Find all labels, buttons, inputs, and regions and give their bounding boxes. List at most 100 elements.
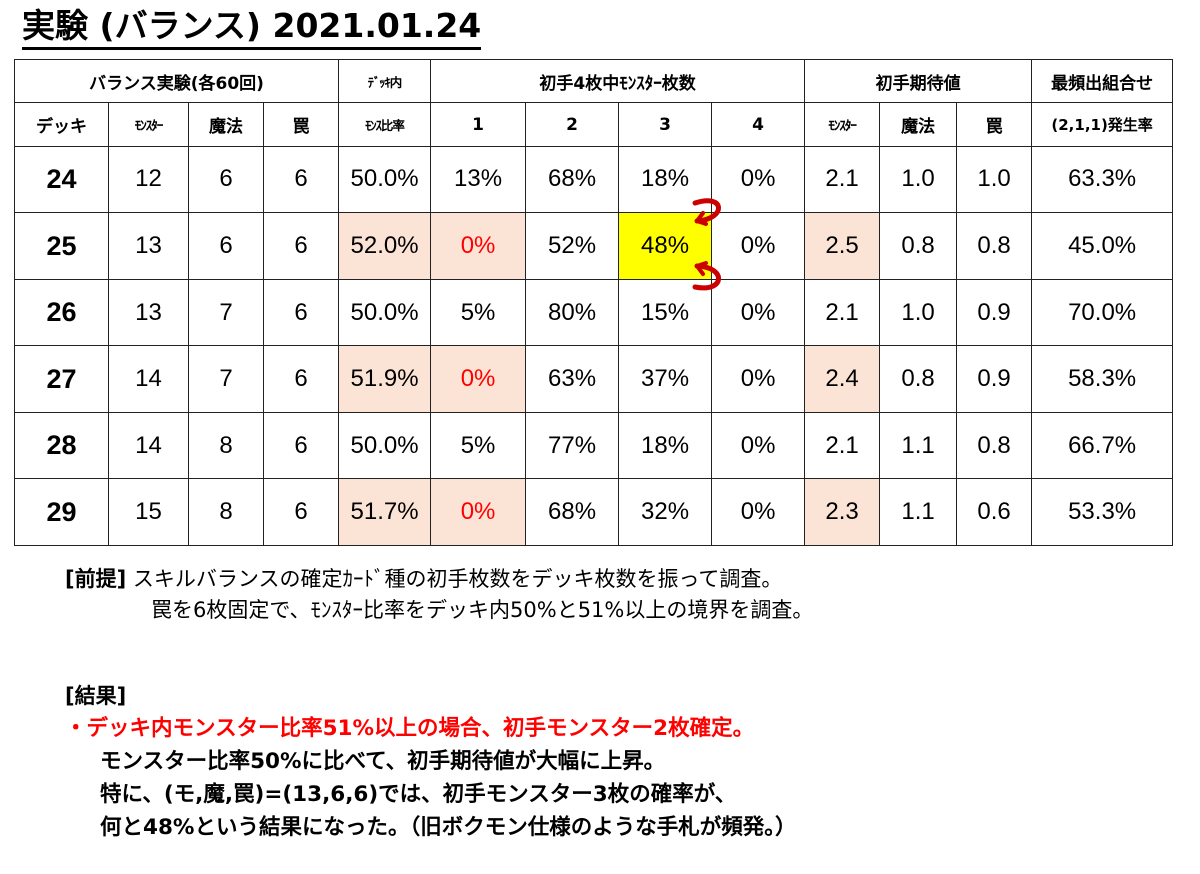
cell-expect-monster-highlight: 2.3 — [804, 478, 881, 546]
cell-magic: 6 — [188, 212, 264, 280]
cell-count-2: 63% — [525, 345, 620, 413]
cell-expect-trap: 1.0 — [956, 145, 1033, 214]
cell-count-3: 18% — [618, 145, 713, 214]
header-magic: 魔法 — [188, 102, 264, 147]
cell-deck: 26 — [14, 278, 109, 347]
cell-trap: 6 — [262, 212, 340, 280]
cell-monster: 14 — [108, 345, 189, 413]
cell-magic: 8 — [188, 411, 264, 480]
cell-monster: 13 — [108, 212, 189, 280]
header-row-1: バランス実験(各60回) ﾃﾞｯｷ内 初手4枚中ﾓﾝｽﾀｰ枚数 初手期待値 最頻… — [13, 58, 1174, 104]
cell-expect-magic: 1.1 — [879, 478, 958, 546]
cell-count-2: 52% — [525, 212, 620, 280]
cell-expect-monster-highlight: 2.5 — [804, 212, 881, 280]
result-line-1: ・デッキ内モンスター比率51%以上の場合、初手モンスター2枚確定。 — [65, 716, 755, 741]
premise-text-2: 罠を6枚固定で、ﾓﾝｽﾀｰ比率をデッキ内50%と51%以上の境界を調査。 — [151, 598, 814, 622]
cell-magic: 8 — [188, 478, 264, 546]
cell-expect-magic: 0.8 — [879, 212, 958, 280]
premise-text-1: スキルバランスの確定ｶｰﾄﾞ種の初手枚数をデッキ枚数を振って調査。 — [126, 567, 783, 591]
cell-freq: 63.3% — [1031, 145, 1174, 214]
cell-magic: 6 — [188, 145, 264, 214]
cell-freq: 58.3% — [1031, 345, 1174, 413]
cell-expect-monster: 2.1 — [804, 278, 881, 347]
premise-block: [前提] スキルバランスの確定ｶｰﾄﾞ種の初手枚数をデッキ枚数を振って調査。 罠… — [65, 564, 813, 626]
header-expect-group: 初手期待値 — [804, 58, 1033, 104]
header-freq-top: 最頻出組合せ — [1031, 58, 1174, 104]
cell-expect-magic: 1.0 — [879, 278, 958, 347]
header-trap: 罠 — [262, 102, 340, 147]
cell-trap: 6 — [262, 145, 340, 214]
cell-monster: 14 — [108, 411, 189, 480]
cell-ratio: 50.0% — [338, 278, 432, 347]
results-table: バランス実験(各60回) ﾃﾞｯｷ内 初手4枚中ﾓﾝｽﾀｰ枚数 初手期待値 最頻… — [13, 58, 1174, 546]
cell-count-3: 37% — [618, 345, 713, 413]
result-block: ・デッキ内モンスター比率51%以上の場合、初手モンスター2枚確定。 モンスター比… — [65, 712, 796, 844]
cell-freq: 45.0% — [1031, 212, 1174, 280]
cell-count-1: 5% — [430, 411, 527, 480]
cell-count-3: 32% — [618, 478, 713, 546]
header-freq-bottom: (2,1,1)発生率 — [1031, 102, 1174, 147]
page-title: 実験 (バランス) 2021.01.24 — [22, 6, 482, 50]
cell-expect-magic: 1.0 — [879, 145, 958, 214]
header-count-1: 1 — [430, 102, 527, 147]
cell-expect-monster: 2.1 — [804, 145, 881, 214]
header-expect-magic: 魔法 — [879, 102, 958, 147]
cell-deck: 29 — [14, 478, 109, 546]
header-ratio-top: ﾃﾞｯｷ内 — [338, 58, 432, 104]
cell-deck: 28 — [14, 411, 109, 480]
cell-count-3: 18% — [618, 411, 713, 480]
cell-count-3: 15% — [618, 278, 713, 347]
header-count-2: 2 — [525, 102, 620, 147]
cell-freq: 70.0% — [1031, 278, 1174, 347]
cell-monster: 13 — [108, 278, 189, 347]
cell-expect-trap: 0.9 — [956, 278, 1033, 347]
arrowhead-top-icon — [695, 211, 709, 227]
cell-count-4: 0% — [711, 278, 806, 347]
cell-count-4: 0% — [711, 145, 806, 214]
result-line-2: モンスター比率50%に比べて、初手期待値が大幅に上昇。 — [100, 749, 666, 774]
cell-expect-trap: 0.6 — [956, 478, 1033, 546]
cell-freq: 53.3% — [1031, 478, 1174, 546]
cell-count-3-value: 48% — [641, 232, 690, 259]
cell-magic: 7 — [188, 278, 264, 347]
cell-trap: 6 — [262, 278, 340, 347]
cell-ratio-highlight: 51.7% — [338, 478, 432, 546]
cell-count-1-highlight: 0% — [430, 345, 527, 413]
result-label: [結果] — [65, 684, 127, 708]
arrowhead-bottom-icon — [695, 261, 709, 277]
cell-freq: 66.7% — [1031, 411, 1174, 480]
cell-expect-trap: 0.8 — [956, 411, 1033, 480]
cell-count-4: 0% — [711, 345, 806, 413]
table-row: 27 14 7 6 51.9% 0% 63% 37% 0% 2.4 0.8 0.… — [14, 345, 1174, 413]
table-row: 28 14 8 6 50.0% 5% 77% 18% 0% 2.1 1.1 0.… — [14, 411, 1174, 480]
header-deck: デッキ — [14, 102, 109, 147]
cell-ratio: 50.0% — [338, 145, 432, 214]
cell-count-2: 68% — [525, 478, 620, 546]
cell-count-4: 0% — [711, 411, 806, 480]
cell-magic: 7 — [188, 345, 264, 413]
header-expect-trap: 罠 — [956, 102, 1033, 147]
cell-count-4: 0% — [711, 478, 806, 546]
table-row: 25 13 6 6 52.0% 0% 52% 48% 0% 2.5 0.8 0.… — [14, 198, 1174, 291]
cell-deck: 25 — [14, 212, 109, 280]
cell-count-2: 68% — [525, 145, 620, 214]
cell-count-4: 0% — [711, 212, 806, 280]
cell-count-3-highlight: 48% — [618, 198, 722, 291]
cell-count-2: 77% — [525, 411, 620, 480]
result-line-3: 特に、(モ,魔,罠)=(13,6,6)では、初手モンスター3枚の確率が、 — [100, 782, 737, 807]
header-count-group: 初手4枚中ﾓﾝｽﾀｰ枚数 — [430, 58, 806, 104]
table-row: 24 12 6 6 50.0% 13% 68% 18% 0% 2.1 1.0 1… — [14, 145, 1174, 214]
header-row-2: デッキ ﾓﾝｽﾀｰ 魔法 罠 ﾓﾝｽ比率 1 2 3 4 ﾓﾝｽﾀｰ 魔法 罠 … — [14, 102, 1174, 147]
cell-ratio-highlight: 52.0% — [338, 212, 432, 280]
cell-monster: 12 — [108, 145, 189, 214]
cell-deck: 27 — [14, 345, 109, 413]
header-monster: ﾓﾝｽﾀｰ — [108, 102, 189, 147]
cell-ratio-highlight: 51.9% — [338, 345, 432, 413]
cell-expect-trap: 0.9 — [956, 345, 1033, 413]
header-count-3: 3 — [618, 102, 713, 147]
cell-expect-monster-highlight: 2.4 — [804, 345, 881, 413]
premise-label: [前提] — [65, 567, 127, 591]
cell-expect-magic: 1.1 — [879, 411, 958, 480]
cell-count-1-highlight: 0% — [430, 478, 527, 546]
cell-ratio: 50.0% — [338, 411, 432, 480]
